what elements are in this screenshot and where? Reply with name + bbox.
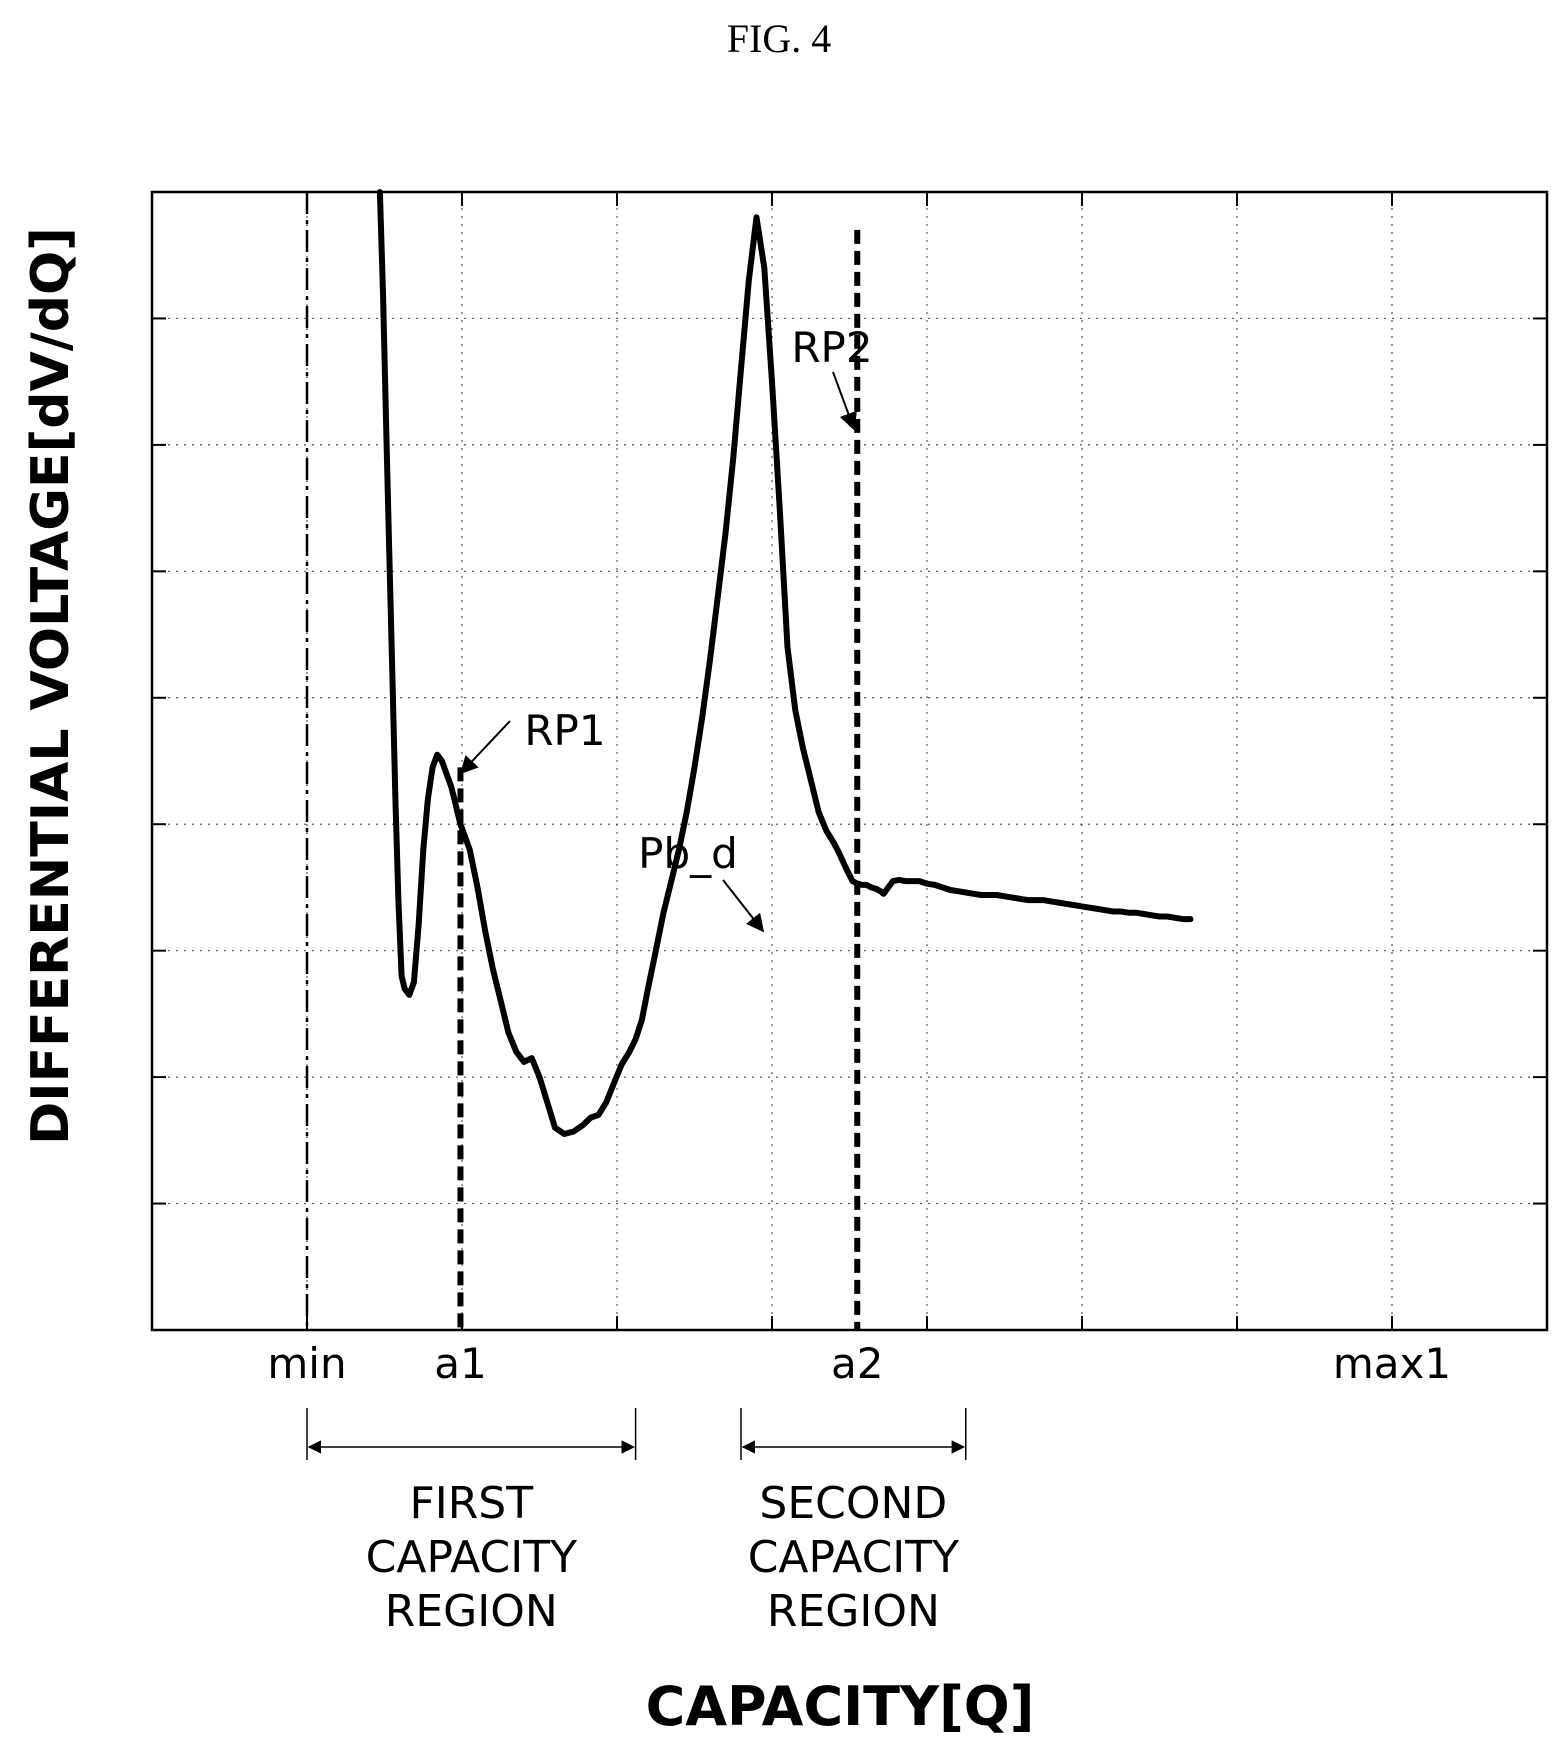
- region-label-line: CAPACITY: [748, 1532, 959, 1583]
- annotation-label-rp1: RP1: [524, 706, 605, 755]
- differential-voltage-curve: [376, 189, 1194, 1137]
- region-label-line: REGION: [385, 1586, 558, 1637]
- x-tick-label: a2: [831, 1339, 883, 1388]
- annotations: RP1 RP2 Pb_d: [459, 323, 873, 933]
- annotation-label-rp2: RP2: [791, 323, 872, 372]
- y-axis-ticks: [152, 317, 1547, 1205]
- x-tick-label: min: [267, 1339, 346, 1388]
- region-label-line: SECOND: [759, 1478, 947, 1529]
- annotation-label-pb-d: Pb_d: [638, 829, 738, 878]
- tick-labels: min a1 a2 max1: [267, 1339, 1451, 1388]
- annotation-arrow: [459, 720, 511, 775]
- y-axis-label: DIFFERENTIAL VOLTAGE[dV/dQ]: [21, 227, 81, 1145]
- plot-frame: [150, 190, 1549, 1332]
- x-tick-label: max1: [1333, 1339, 1451, 1388]
- region-label-line: REGION: [767, 1586, 940, 1637]
- figure-label: FIG. 4: [727, 16, 831, 61]
- region-label-line: FIRST: [409, 1478, 533, 1529]
- x-axis-label: CAPACITY[Q]: [646, 1675, 1035, 1738]
- annotation-arrow: [832, 371, 857, 431]
- region-label-line: CAPACITY: [366, 1532, 577, 1583]
- annotation-arrow: [722, 879, 765, 933]
- x-tick-label: a1: [434, 1339, 486, 1388]
